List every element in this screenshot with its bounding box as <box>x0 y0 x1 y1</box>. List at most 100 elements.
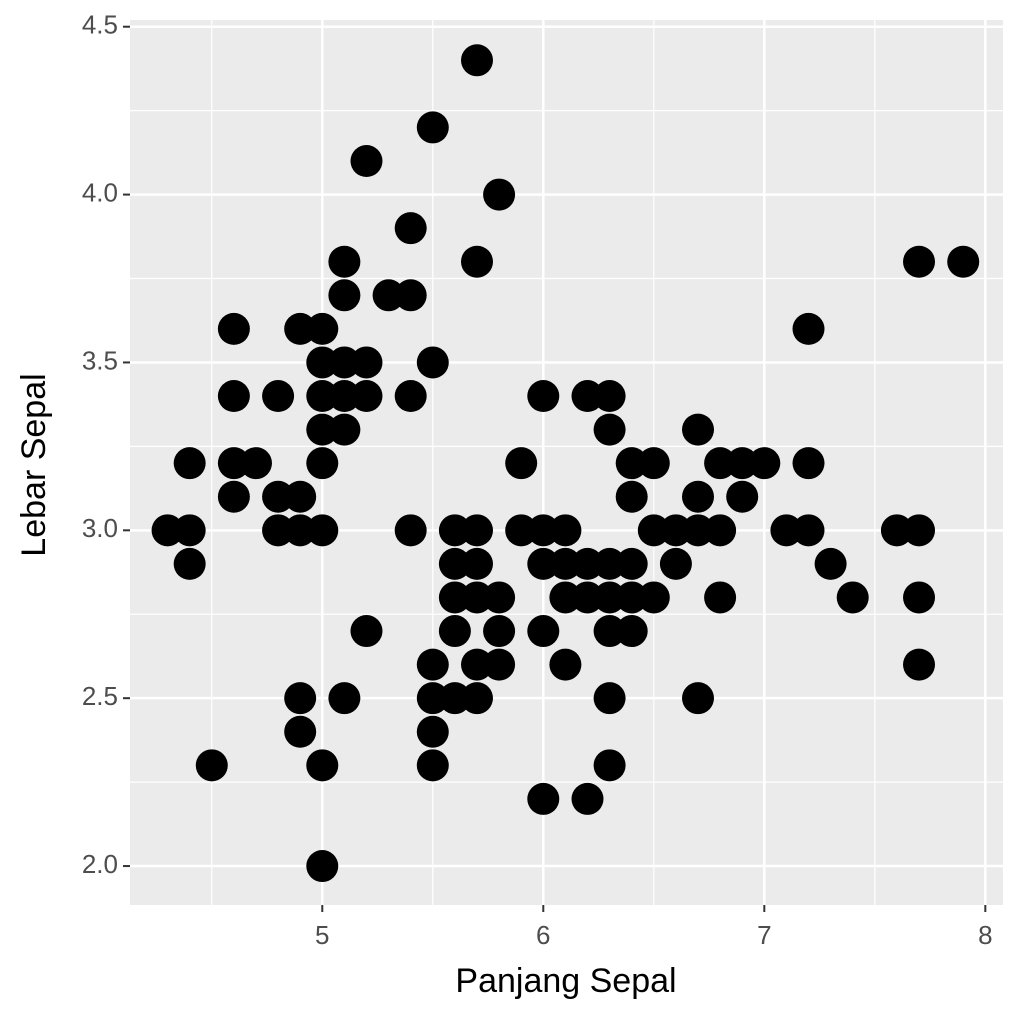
point <box>306 413 339 446</box>
point <box>217 480 250 513</box>
point <box>615 581 648 614</box>
point <box>262 514 295 547</box>
x-tick-label: 7 <box>757 920 771 950</box>
point <box>593 581 626 614</box>
point <box>814 547 847 580</box>
panel <box>130 20 1003 905</box>
point <box>416 749 449 782</box>
point <box>173 514 206 547</box>
point <box>416 715 449 748</box>
point <box>394 212 427 245</box>
point <box>947 245 980 278</box>
point <box>262 480 295 513</box>
point <box>460 682 493 715</box>
point <box>527 615 560 648</box>
point <box>372 279 405 312</box>
point <box>571 380 604 413</box>
point <box>637 514 670 547</box>
point <box>527 547 560 580</box>
point <box>593 749 626 782</box>
point <box>328 380 361 413</box>
point <box>637 447 670 480</box>
point <box>239 447 272 480</box>
point <box>704 514 737 547</box>
point <box>903 514 936 547</box>
point <box>328 682 361 715</box>
point <box>438 615 471 648</box>
point <box>748 447 781 480</box>
point <box>460 581 493 614</box>
point <box>217 380 250 413</box>
point <box>704 447 737 480</box>
point <box>460 245 493 278</box>
point <box>173 447 206 480</box>
point <box>549 648 582 681</box>
point <box>615 447 648 480</box>
point <box>726 480 759 513</box>
point <box>593 413 626 446</box>
point <box>460 514 493 547</box>
point <box>306 514 339 547</box>
point <box>527 380 560 413</box>
point <box>593 615 626 648</box>
point <box>549 547 582 580</box>
y-tick-label: 3.5 <box>82 345 118 375</box>
point <box>527 514 560 547</box>
point <box>593 547 626 580</box>
point <box>328 245 361 278</box>
point <box>505 514 538 547</box>
point <box>593 380 626 413</box>
point <box>549 581 582 614</box>
point <box>637 581 670 614</box>
y-axis-title: Lebar Sepal <box>15 373 53 556</box>
point <box>328 346 361 379</box>
point <box>792 312 825 345</box>
point <box>571 547 604 580</box>
y-tick-label: 4.0 <box>82 177 118 207</box>
point <box>571 782 604 815</box>
point <box>350 145 383 178</box>
point <box>593 682 626 715</box>
point <box>416 111 449 144</box>
point <box>284 480 317 513</box>
point <box>217 447 250 480</box>
point <box>151 514 184 547</box>
y-tick-label: 3.0 <box>82 513 118 543</box>
point <box>726 447 759 480</box>
point <box>460 547 493 580</box>
x-axis-title: Panjang Sepal <box>455 962 676 1000</box>
point <box>306 346 339 379</box>
point <box>527 782 560 815</box>
point <box>792 447 825 480</box>
point <box>460 44 493 77</box>
point <box>306 447 339 480</box>
point <box>903 581 936 614</box>
point <box>438 547 471 580</box>
point <box>770 514 803 547</box>
point <box>328 413 361 446</box>
point <box>350 615 383 648</box>
point <box>416 682 449 715</box>
y-tick-label: 4.5 <box>82 10 118 40</box>
point <box>284 715 317 748</box>
point <box>682 514 715 547</box>
point <box>306 850 339 883</box>
point <box>173 547 206 580</box>
point <box>284 312 317 345</box>
point <box>880 514 913 547</box>
x-tick-label: 8 <box>978 920 992 950</box>
point <box>615 547 648 580</box>
point <box>615 480 648 513</box>
point <box>284 682 317 715</box>
point <box>483 615 516 648</box>
point <box>903 245 936 278</box>
point <box>195 749 228 782</box>
point <box>483 581 516 614</box>
point <box>704 581 737 614</box>
x-tick-label: 5 <box>315 920 329 950</box>
point <box>306 380 339 413</box>
point <box>615 615 648 648</box>
point <box>483 178 516 211</box>
point <box>394 514 427 547</box>
